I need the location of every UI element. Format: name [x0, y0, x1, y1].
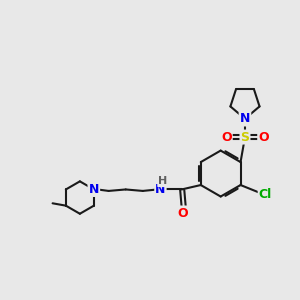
Text: N: N: [240, 112, 250, 125]
Text: O: O: [221, 130, 232, 143]
Text: N: N: [155, 183, 166, 196]
Text: O: O: [258, 130, 269, 143]
Text: H: H: [158, 176, 167, 186]
Text: O: O: [178, 206, 188, 220]
Text: Cl: Cl: [259, 188, 272, 201]
Text: N: N: [89, 183, 99, 196]
Text: S: S: [241, 130, 250, 143]
Text: N: N: [240, 112, 250, 125]
Text: N: N: [89, 183, 99, 196]
